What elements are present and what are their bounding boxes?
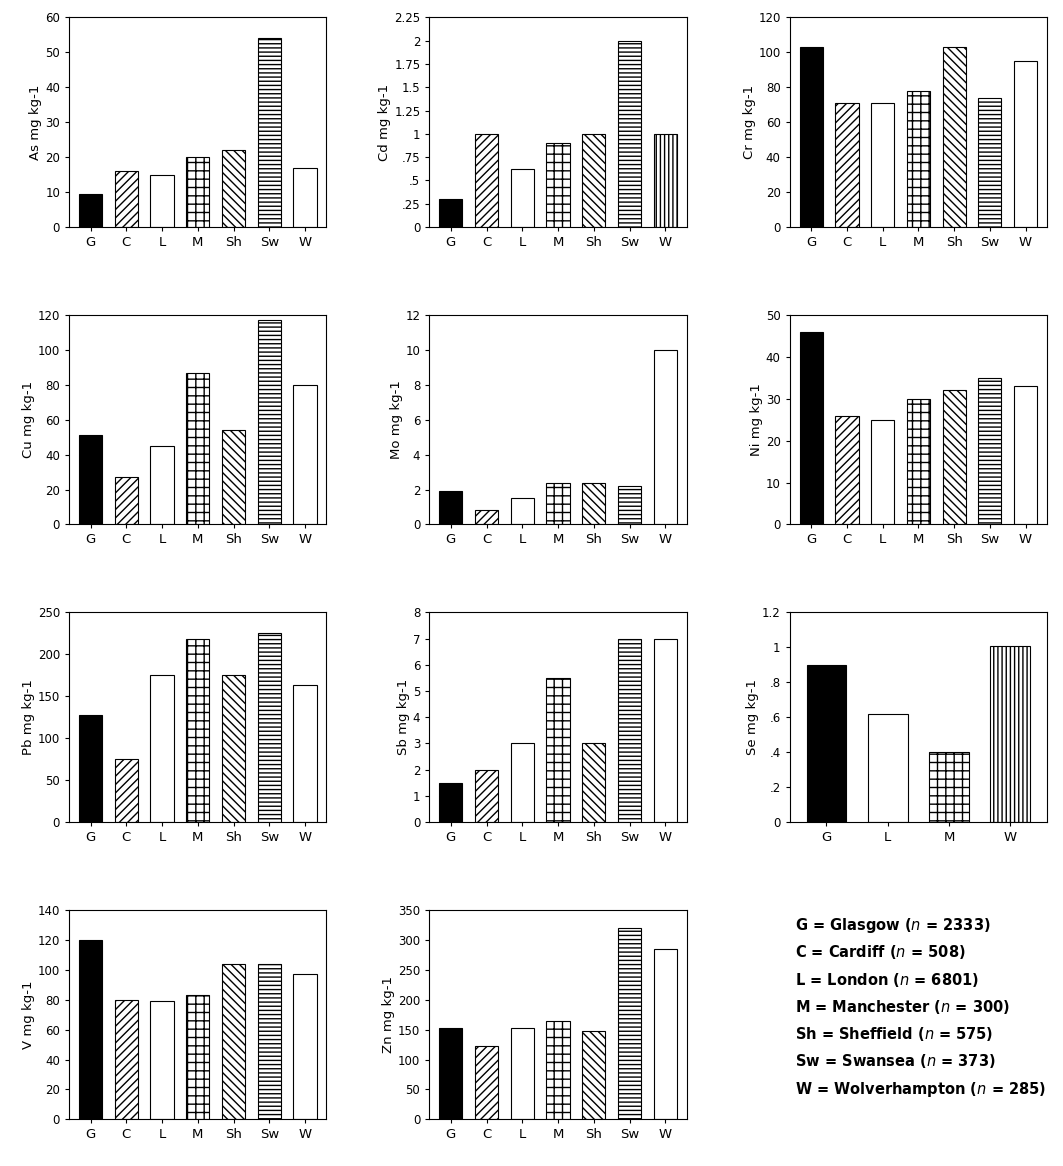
- Y-axis label: V mg kg-1: V mg kg-1: [22, 981, 35, 1049]
- Bar: [510, 744, 534, 822]
- Y-axis label: Cu mg kg-1: Cu mg kg-1: [22, 381, 35, 458]
- Bar: [654, 639, 677, 822]
- Bar: [475, 511, 499, 525]
- Bar: [510, 498, 534, 525]
- Bar: [222, 675, 246, 822]
- Bar: [991, 646, 1030, 822]
- Bar: [654, 949, 677, 1119]
- Bar: [257, 321, 281, 525]
- Bar: [871, 420, 894, 525]
- Bar: [79, 194, 102, 227]
- Bar: [186, 373, 209, 525]
- Y-axis label: As mg kg-1: As mg kg-1: [30, 85, 43, 160]
- Bar: [439, 782, 462, 822]
- Bar: [186, 995, 209, 1119]
- Y-axis label: Se mg kg-1: Se mg kg-1: [746, 679, 759, 756]
- Bar: [871, 103, 894, 227]
- Bar: [257, 633, 281, 822]
- Y-axis label: Zn mg kg-1: Zn mg kg-1: [383, 976, 395, 1053]
- Bar: [546, 677, 570, 822]
- Bar: [257, 38, 281, 227]
- Bar: [546, 143, 570, 227]
- Bar: [222, 964, 246, 1119]
- Y-axis label: Ni mg kg-1: Ni mg kg-1: [750, 384, 763, 456]
- Bar: [583, 483, 606, 525]
- Bar: [546, 483, 570, 525]
- Bar: [618, 41, 641, 227]
- Bar: [79, 940, 102, 1119]
- Bar: [618, 639, 641, 822]
- Y-axis label: Sb mg kg-1: Sb mg kg-1: [398, 679, 410, 756]
- Bar: [583, 744, 606, 822]
- Bar: [475, 770, 499, 822]
- Bar: [257, 964, 281, 1119]
- Bar: [150, 1002, 173, 1119]
- Y-axis label: Cr mg kg-1: Cr mg kg-1: [743, 85, 756, 160]
- Bar: [1014, 61, 1037, 227]
- Text: G = Glasgow ($n$ = 2333): G = Glasgow ($n$ = 2333): [795, 916, 991, 935]
- Bar: [583, 1031, 606, 1119]
- Bar: [79, 715, 102, 822]
- Y-axis label: Pb mg kg-1: Pb mg kg-1: [22, 680, 35, 756]
- Bar: [222, 430, 246, 525]
- Bar: [293, 168, 317, 227]
- Bar: [618, 928, 641, 1119]
- Bar: [807, 665, 846, 822]
- Text: M = Manchester ($n$ = 300): M = Manchester ($n$ = 300): [795, 998, 1010, 1016]
- Bar: [115, 171, 138, 227]
- Y-axis label: Cd mg kg-1: Cd mg kg-1: [378, 84, 391, 161]
- Bar: [293, 975, 317, 1119]
- Bar: [799, 47, 823, 227]
- Bar: [618, 486, 641, 525]
- Text: Sh = Sheffield ($n$ = 575): Sh = Sheffield ($n$ = 575): [795, 1025, 993, 1044]
- Bar: [439, 199, 462, 227]
- Bar: [510, 1028, 534, 1119]
- Text: C = Cardiff ($n$ = 508): C = Cardiff ($n$ = 508): [795, 943, 965, 962]
- Bar: [79, 435, 102, 525]
- Bar: [115, 477, 138, 525]
- Bar: [799, 331, 823, 525]
- Bar: [186, 157, 209, 227]
- Bar: [150, 675, 173, 822]
- Bar: [836, 103, 859, 227]
- Bar: [978, 98, 1001, 227]
- Bar: [510, 169, 534, 227]
- Bar: [907, 91, 930, 227]
- Bar: [907, 399, 930, 525]
- Bar: [115, 759, 138, 822]
- Text: W = Wolverhampton ($n$ = 285): W = Wolverhampton ($n$ = 285): [795, 1080, 1046, 1098]
- Text: Sw = Swansea ($n$ = 373): Sw = Swansea ($n$ = 373): [795, 1053, 996, 1070]
- Bar: [475, 134, 499, 227]
- Bar: [943, 47, 966, 227]
- Bar: [439, 1028, 462, 1119]
- Bar: [186, 639, 209, 822]
- Bar: [475, 1046, 499, 1119]
- Bar: [150, 175, 173, 227]
- Bar: [867, 714, 908, 822]
- Bar: [293, 385, 317, 525]
- Y-axis label: Mo mg kg-1: Mo mg kg-1: [390, 380, 403, 459]
- Bar: [222, 150, 246, 227]
- Bar: [836, 415, 859, 525]
- Bar: [439, 491, 462, 525]
- Bar: [929, 752, 969, 822]
- Bar: [546, 1020, 570, 1119]
- Bar: [1014, 386, 1037, 525]
- Bar: [654, 134, 677, 227]
- Bar: [943, 391, 966, 525]
- Text: L = London ($n$ = 6801): L = London ($n$ = 6801): [795, 970, 979, 989]
- Bar: [654, 350, 677, 525]
- Bar: [978, 378, 1001, 525]
- Bar: [293, 686, 317, 822]
- Bar: [583, 134, 606, 227]
- Bar: [115, 999, 138, 1119]
- Bar: [150, 445, 173, 525]
